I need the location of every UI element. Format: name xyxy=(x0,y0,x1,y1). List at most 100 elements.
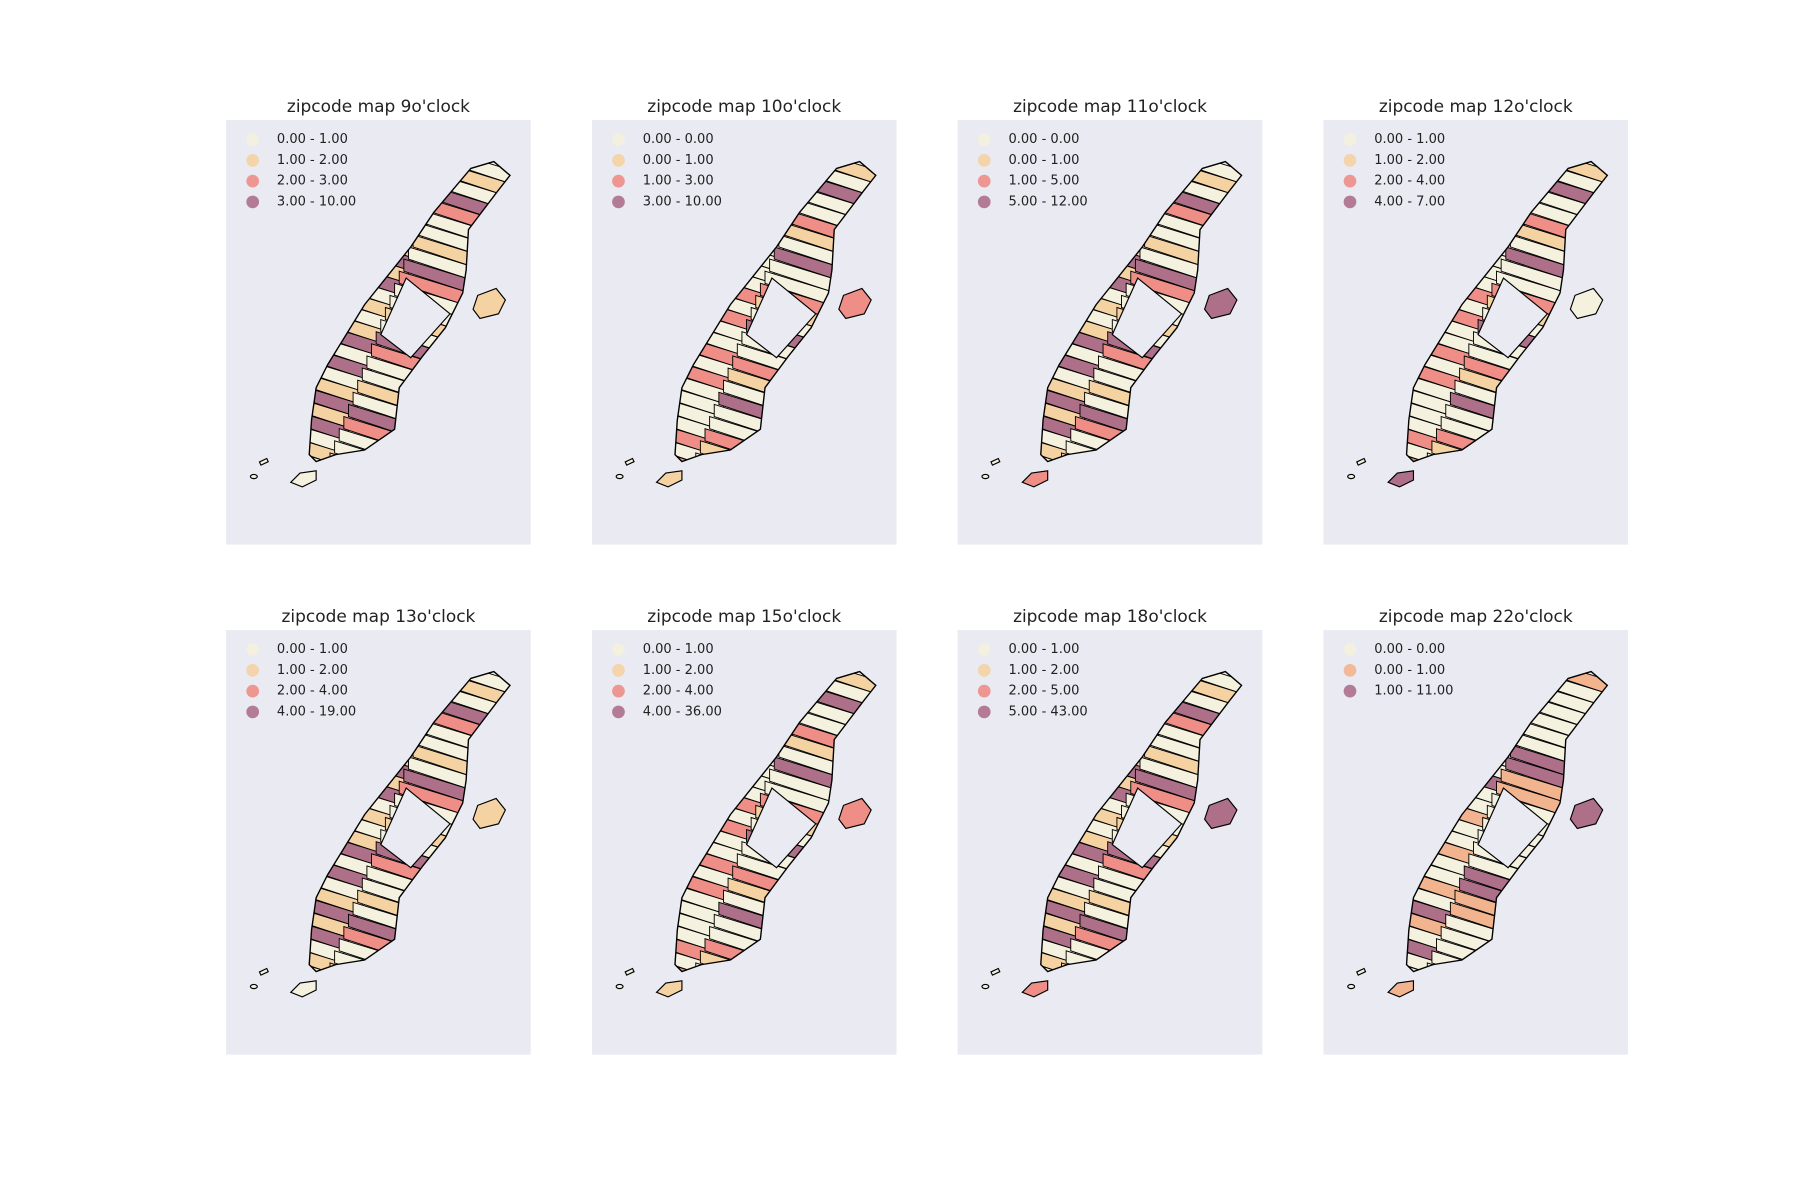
outline xyxy=(674,160,877,463)
map-panel: zipcode map 12o'clock 0.00 - 1.00 1.00 - 2… xyxy=(1323,96,1629,545)
legend-label: 0.00 - 1.00 xyxy=(1008,642,1079,657)
island xyxy=(981,473,990,480)
panel-title: zipcode map 18o'clock xyxy=(1013,606,1207,626)
zone xyxy=(675,938,706,972)
legend-marker xyxy=(612,174,625,188)
legend-label: 1.00 - 3.00 xyxy=(643,174,714,189)
legend-marker xyxy=(977,705,991,719)
legend-label: 4.00 - 7.00 xyxy=(1374,194,1445,209)
park xyxy=(1477,787,1549,869)
legend-label: 0.00 - 0.00 xyxy=(1008,132,1079,147)
legend-marker xyxy=(246,643,260,656)
island xyxy=(289,980,317,998)
island xyxy=(1355,457,1367,466)
outline xyxy=(1405,160,1609,463)
legend-marker xyxy=(1343,174,1357,188)
zone xyxy=(810,161,876,188)
legend-label: 5.00 - 12.00 xyxy=(1008,194,1087,209)
island xyxy=(838,287,872,320)
legend-marker xyxy=(977,154,991,167)
legend-marker xyxy=(977,684,991,698)
legend-label: 2.00 - 4.00 xyxy=(277,684,348,699)
outline xyxy=(1405,670,1609,973)
island xyxy=(1021,470,1049,488)
zone xyxy=(1542,161,1608,188)
island xyxy=(1569,797,1604,830)
zone xyxy=(1406,938,1438,972)
island xyxy=(615,473,624,480)
legend-marker xyxy=(1343,154,1357,167)
panel-title: zipcode map 9o'clock xyxy=(287,96,470,116)
island xyxy=(1347,983,1356,990)
island xyxy=(1387,980,1415,998)
zone xyxy=(810,671,876,698)
island xyxy=(1203,287,1238,320)
panel-title: zipcode map 10o'clock xyxy=(647,96,841,116)
legend-marker xyxy=(1343,643,1357,656)
island xyxy=(249,983,258,990)
island xyxy=(838,797,872,830)
legend-marker xyxy=(1343,195,1357,209)
legend-label: 3.00 - 10.00 xyxy=(277,194,356,209)
legend-marker xyxy=(977,133,991,146)
zone xyxy=(1406,428,1438,462)
legend-marker xyxy=(612,684,625,698)
legend-marker xyxy=(246,195,260,209)
island xyxy=(1203,797,1238,830)
legend-marker xyxy=(1343,684,1357,698)
park xyxy=(1477,277,1549,359)
island xyxy=(655,980,683,998)
map-panel: zipcode map 10o'clock 0.00 - 0.00 0.00 - 1… xyxy=(591,96,897,545)
legend-marker xyxy=(977,664,991,677)
island xyxy=(981,983,990,990)
legend-label: 0.00 - 1.00 xyxy=(277,642,348,657)
legend-label: 0.00 - 1.00 xyxy=(643,153,714,168)
legend-label: 0.00 - 1.00 xyxy=(1374,663,1445,678)
zone xyxy=(444,671,510,698)
legend-marker xyxy=(246,174,260,188)
outline xyxy=(308,670,511,973)
park xyxy=(1111,277,1183,359)
legend-label: 0.00 - 1.00 xyxy=(277,132,348,147)
legend-marker xyxy=(612,705,625,719)
legend-marker xyxy=(977,643,991,656)
zone xyxy=(675,428,706,462)
zone xyxy=(309,428,340,462)
legend-label: 1.00 - 5.00 xyxy=(1008,174,1079,189)
legend-marker xyxy=(1343,664,1357,677)
legend-marker xyxy=(612,154,625,167)
legend-marker xyxy=(246,684,260,698)
map-panel: zipcode map 22o'clock 0.00 - 0.00 0.00 - 1… xyxy=(1323,606,1629,1055)
panel-title: zipcode map 12o'clock xyxy=(1379,96,1573,116)
island xyxy=(289,470,317,488)
island xyxy=(1569,287,1604,320)
outline xyxy=(674,670,877,973)
panel-title: zipcode map 11o'clock xyxy=(1013,96,1207,116)
legend-label: 0.00 - 0.00 xyxy=(643,132,714,147)
island xyxy=(258,457,270,466)
legend-label: 1.00 - 2.00 xyxy=(1374,153,1445,168)
outline xyxy=(308,160,511,463)
island xyxy=(615,983,624,990)
island xyxy=(1347,473,1356,480)
legend-label: 0.00 - 1.00 xyxy=(1008,153,1079,168)
island xyxy=(990,457,1001,466)
legend-label: 0.00 - 1.00 xyxy=(643,642,714,657)
park xyxy=(380,787,451,869)
legend-label: 2.00 - 4.00 xyxy=(643,684,714,699)
zone xyxy=(1542,671,1608,698)
legend-label: 1.00 - 2.00 xyxy=(1008,663,1079,678)
legend-label: 2.00 - 5.00 xyxy=(1008,684,1079,699)
zone xyxy=(1040,938,1072,972)
legend-label: 1.00 - 2.00 xyxy=(277,663,348,678)
legend-marker xyxy=(1343,133,1357,146)
outline xyxy=(1040,160,1243,463)
panel-title: zipcode map 15o'clock xyxy=(647,606,841,626)
zone xyxy=(1176,671,1242,698)
legend-marker xyxy=(612,643,625,656)
legend-marker xyxy=(612,195,625,209)
legend-label: 3.00 - 10.00 xyxy=(643,194,722,209)
island xyxy=(249,473,258,480)
legend-label: 1.00 - 2.00 xyxy=(643,663,714,678)
